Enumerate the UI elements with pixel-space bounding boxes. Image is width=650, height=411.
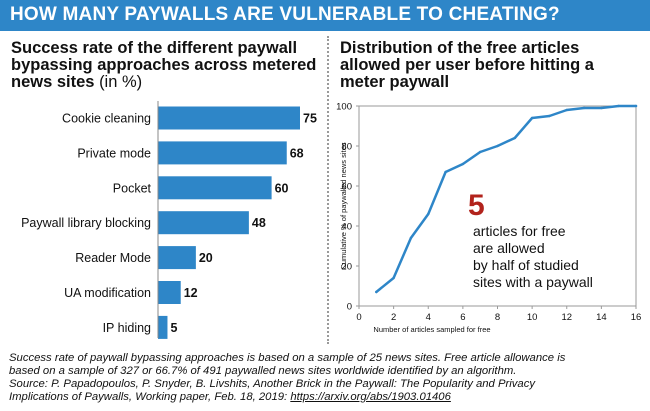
bar-value-label: 12 xyxy=(184,286,198,300)
x-tick-label: 14 xyxy=(596,312,607,323)
y-tick-label: 0 xyxy=(347,302,352,313)
x-tick-label: 12 xyxy=(561,312,572,323)
line-chart-title: Distribution of the free articles allowe… xyxy=(340,39,594,91)
data-point xyxy=(496,144,499,148)
x-tick-label: 2 xyxy=(391,312,396,323)
footnote-source-text: Implications of Paywalls, Working paper,… xyxy=(9,391,288,403)
bar-label: Private mode xyxy=(77,146,151,160)
bar-value-label: 20 xyxy=(199,251,213,265)
y-tick-label: 20 xyxy=(341,262,352,273)
data-point xyxy=(409,236,413,240)
bar-label: Paywall library blocking xyxy=(21,216,151,230)
footnote-line-3: Source: P. Papadopoulos, P. Snyder, B. L… xyxy=(9,378,536,390)
bar xyxy=(158,141,287,165)
footnote-line-4: Implications of Paywalls, Working paper,… xyxy=(9,391,645,404)
y-tick-label: 60 xyxy=(341,182,352,193)
annotation-box xyxy=(467,214,617,298)
bar xyxy=(158,281,181,304)
data-point xyxy=(513,136,517,140)
bar-value-label: 48 xyxy=(252,216,266,230)
x-tick-label: 16 xyxy=(631,312,642,323)
data-point xyxy=(461,162,465,166)
footnote-line-1: Success rate of paywall bypassing approa… xyxy=(9,352,566,364)
x-tick-label: 10 xyxy=(527,312,538,323)
annotation-text: are allowed xyxy=(473,240,545,256)
y-tick-label: 80 xyxy=(341,142,352,153)
x-tick-label: 8 xyxy=(495,312,500,323)
bar-label: Pocket xyxy=(113,181,152,195)
x-tick-label: 0 xyxy=(356,312,361,323)
bar-label: Cookie cleaning xyxy=(62,112,151,126)
data-point xyxy=(634,104,638,108)
page-title: HOW MANY PAYWALLS ARE VULNERABLE TO CHEA… xyxy=(10,4,560,25)
annotation-number: 5 xyxy=(468,189,485,222)
x-tick-label: 6 xyxy=(460,312,465,323)
bar-value-label: 60 xyxy=(275,181,289,195)
bar-value-label: 75 xyxy=(303,112,317,126)
bar-value-label: 68 xyxy=(290,146,304,160)
bar xyxy=(158,106,300,130)
data-point xyxy=(548,114,551,118)
title-banner: HOW MANY PAYWALLS ARE VULNERABLE TO CHEA… xyxy=(0,0,650,31)
series-line xyxy=(375,104,638,294)
footnote-line-2: based on a sample of 327 or 66.7% of 491… xyxy=(9,365,517,377)
data-point xyxy=(444,170,447,174)
annotation-text: articles for free xyxy=(473,223,566,239)
bar-value-label: 5 xyxy=(170,321,177,335)
annotation-text: sites with a paywall xyxy=(473,274,593,290)
footnote: Success rate of paywall bypassing approa… xyxy=(9,352,645,404)
y-axis-title: Cumulative % of paywalled news sites xyxy=(339,142,348,269)
bar-label: UA modification xyxy=(64,286,151,300)
x-tick-label: 4 xyxy=(426,312,431,323)
bar-label: Reader Mode xyxy=(75,251,151,265)
bar-chart-title-text: Success rate of the different paywall by… xyxy=(11,39,317,91)
data-point xyxy=(478,150,482,154)
data-point xyxy=(582,106,586,110)
annotation-text: by half of studied xyxy=(473,257,579,273)
data-point xyxy=(530,116,534,120)
y-tick-label: 100 xyxy=(336,102,352,113)
x-axis-title: Number of articles sampled for free xyxy=(373,325,490,334)
data-point xyxy=(600,106,603,110)
y-tick-label: 40 xyxy=(341,222,352,233)
panel-divider xyxy=(327,36,329,344)
bar xyxy=(158,315,168,339)
bar xyxy=(158,211,249,235)
bar-label: IP hiding xyxy=(103,321,151,335)
bar xyxy=(158,246,196,270)
data-point xyxy=(617,104,620,108)
source-link[interactable]: https://arxiv.org/abs/1903.01406 xyxy=(290,391,451,403)
bar-chart-unit: (in %) xyxy=(99,73,143,91)
data-point xyxy=(392,276,395,280)
data-point xyxy=(375,290,378,294)
bar-chart-title: Success rate of the different paywall by… xyxy=(11,40,321,91)
data-point xyxy=(427,212,430,216)
data-point xyxy=(565,108,568,112)
bar xyxy=(158,176,272,200)
